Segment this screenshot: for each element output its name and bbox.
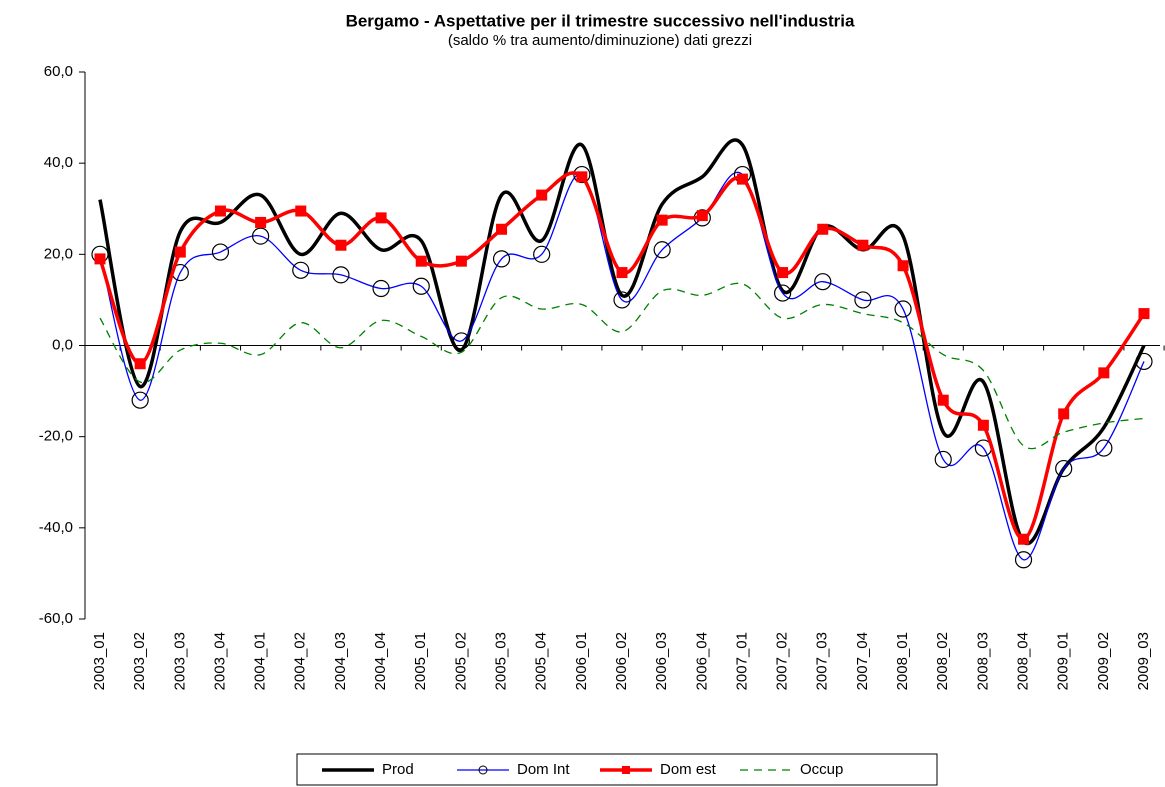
point-marker xyxy=(777,267,789,279)
point-marker xyxy=(937,394,949,406)
series-line xyxy=(99,171,1145,561)
legend-label: Occup xyxy=(800,761,843,778)
point-marker xyxy=(613,291,631,309)
point-marker xyxy=(653,241,671,259)
x-tick-label: 2006_03 xyxy=(653,632,670,690)
x-tick-label: 2003_03 xyxy=(171,632,188,690)
point-marker xyxy=(536,189,548,201)
x-tick-label: 2007_02 xyxy=(774,632,791,690)
chart-subtitle: (saldo % tra aumento/diminuzione) dati g… xyxy=(448,32,752,49)
point-marker xyxy=(455,255,467,267)
point-marker xyxy=(1138,308,1150,320)
point-marker xyxy=(1018,533,1030,545)
point-marker xyxy=(372,279,390,298)
y-tick-label: 40,0 xyxy=(44,154,73,171)
y-tick-label: 0,0 xyxy=(52,336,73,353)
x-tick-label: 2009_01 xyxy=(1055,632,1072,690)
x-tick-label: 2008_03 xyxy=(974,632,991,690)
point-marker xyxy=(736,173,748,185)
point-marker xyxy=(255,216,267,228)
point-marker xyxy=(332,266,350,284)
point-marker xyxy=(977,419,989,431)
point-marker xyxy=(415,255,427,267)
x-tick-label: 2006_04 xyxy=(693,632,710,690)
point-marker xyxy=(412,277,430,295)
y-tick-label: -60,0 xyxy=(39,610,73,627)
point-marker xyxy=(1095,439,1113,457)
legend-label: Dom est xyxy=(660,761,717,778)
point-marker xyxy=(252,227,270,245)
point-marker xyxy=(131,391,149,409)
point-marker xyxy=(496,223,508,235)
x-tick-label: 2004_03 xyxy=(332,632,349,690)
point-marker xyxy=(897,260,909,272)
point-marker xyxy=(774,284,792,302)
point-marker xyxy=(656,214,668,226)
x-tick-label: 2004_02 xyxy=(292,632,309,690)
point-marker xyxy=(1058,408,1070,420)
point-marker xyxy=(134,358,146,370)
point-marker xyxy=(857,239,869,251)
series-line xyxy=(98,138,1146,546)
point-marker xyxy=(814,273,832,291)
point-marker xyxy=(174,246,186,258)
point-marker xyxy=(295,205,307,217)
point-marker xyxy=(214,205,226,217)
x-tick-label: 2009_02 xyxy=(1095,632,1112,690)
x-tick-label: 2005_01 xyxy=(412,632,429,690)
point-marker xyxy=(94,253,106,265)
legend: Prod Dom Int Dom est Occup xyxy=(296,753,938,786)
point-marker xyxy=(292,261,310,279)
x-tick-label: 2004_01 xyxy=(252,632,269,690)
point-marker xyxy=(335,239,347,251)
point-marker xyxy=(211,243,230,261)
x-tick-label: 2007_03 xyxy=(814,632,831,690)
x-tick-label: 2009_03 xyxy=(1135,632,1152,690)
legend-marker xyxy=(622,766,630,774)
chart-title: Bergamo - Aspettative per il trimestre s… xyxy=(346,11,855,30)
x-tick-label: 2006_02 xyxy=(613,632,630,690)
point-marker xyxy=(492,250,511,268)
point-marker xyxy=(1098,367,1110,379)
x-tick-label: 2005_03 xyxy=(493,632,510,690)
point-marker xyxy=(452,332,470,350)
x-tick-label: 2006_01 xyxy=(573,632,590,690)
x-tick-label: 2007_04 xyxy=(854,632,871,690)
legend-label: Prod xyxy=(382,761,414,778)
point-marker xyxy=(817,223,829,235)
x-tick-label: 2005_02 xyxy=(452,632,469,690)
point-marker xyxy=(1055,459,1073,478)
point-marker xyxy=(1014,551,1033,569)
x-tick-label: 2008_01 xyxy=(894,632,911,690)
point-marker xyxy=(576,171,588,183)
y-tick-label: 60,0 xyxy=(44,63,73,80)
x-tick-label: 2004_04 xyxy=(372,632,389,690)
y-tick-label: -20,0 xyxy=(39,428,73,445)
x-tick-label: 2003_02 xyxy=(131,632,148,690)
point-marker xyxy=(616,267,628,279)
point-marker xyxy=(894,300,912,318)
legend-label: Dom Int xyxy=(517,761,570,778)
y-tick-label: -40,0 xyxy=(39,519,73,536)
series-line xyxy=(99,282,1145,450)
x-tick-label: 2005_04 xyxy=(533,632,550,690)
y-tick-label: 20,0 xyxy=(44,245,73,262)
point-marker xyxy=(533,245,551,263)
x-tick-label: 2008_04 xyxy=(1015,632,1032,690)
legend-marker xyxy=(478,765,488,775)
point-marker xyxy=(934,450,952,469)
point-marker xyxy=(375,212,387,224)
x-tick-label: 2007_01 xyxy=(733,632,750,690)
x-tick-label: 2003_04 xyxy=(211,632,228,690)
point-marker xyxy=(1135,352,1153,371)
point-marker xyxy=(696,210,708,222)
x-tick-label: 2008_02 xyxy=(934,632,951,690)
point-marker xyxy=(854,291,872,309)
x-tick-label: 2003_01 xyxy=(91,632,108,690)
